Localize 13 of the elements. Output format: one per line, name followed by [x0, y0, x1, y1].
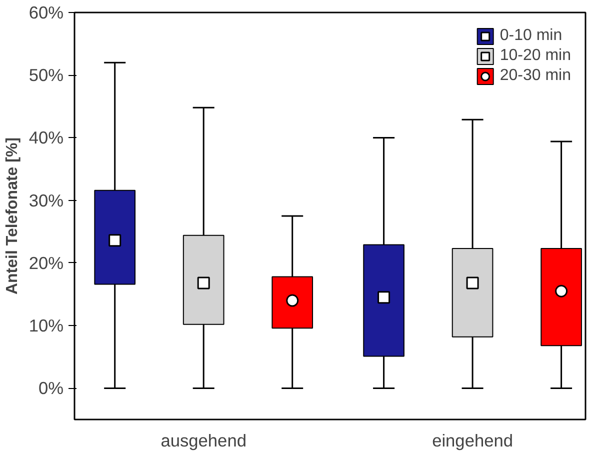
y-tick-label: 0%: [38, 378, 64, 398]
legend-label: 0-10 min: [500, 27, 562, 45]
legend-label: 20-30 min: [500, 67, 571, 85]
y-tick-label: 30%: [28, 190, 64, 210]
y-tick-label: 40%: [28, 128, 64, 148]
y-tick-label: 60%: [28, 2, 64, 22]
x-tick-label: eingehend: [432, 430, 514, 450]
x-tick-label: ausgehend: [160, 430, 246, 450]
legend-label: 10-20 min: [500, 47, 571, 65]
y-tick-label: 50%: [28, 65, 64, 86]
y-tick-label: 10%: [28, 316, 64, 336]
y-axis-title: Anteil Telefonate [%]: [4, 137, 21, 295]
y-tick-label: 20%: [28, 252, 64, 273]
